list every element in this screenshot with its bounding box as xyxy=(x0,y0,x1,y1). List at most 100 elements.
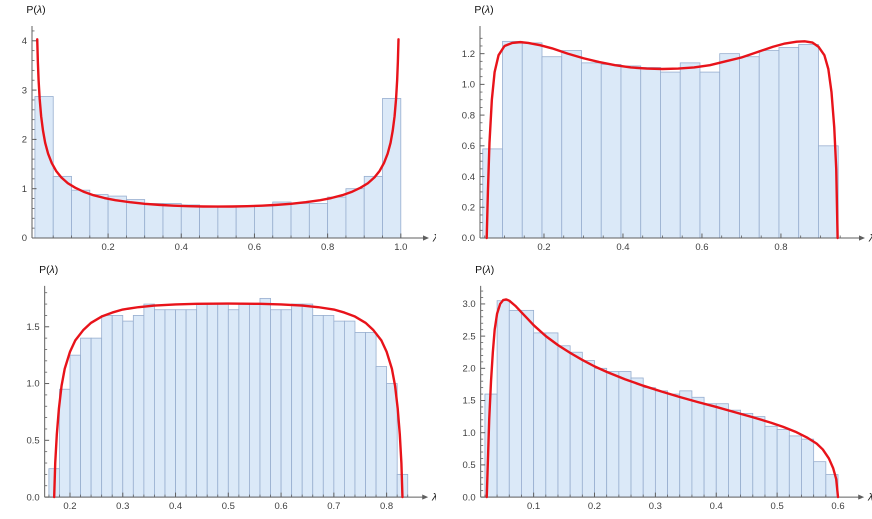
axes: 0.2 0.4 0.6 0.8 0.0 0.2 0.4 0.6 0.8 1.0 1.2 xyxy=(462,26,865,253)
histogram-bar xyxy=(144,203,164,239)
histogram-bar xyxy=(715,403,729,498)
histogram-bar xyxy=(703,403,717,498)
x-axis-arrowhead-icon xyxy=(422,494,429,500)
histogram-bar xyxy=(345,188,365,239)
y-axis-label: P(λ) xyxy=(475,265,494,276)
y-axis-label: P(λ) xyxy=(39,265,58,276)
x-axis-label: λ xyxy=(867,493,872,504)
x-axis-label: λ xyxy=(431,493,436,504)
x-tick-label: 0.2 xyxy=(537,242,550,253)
histogram-bar xyxy=(365,332,377,498)
histogram-bar xyxy=(125,199,146,239)
histogram-bar xyxy=(301,303,314,498)
x-tick-label: 0.2 xyxy=(588,501,601,512)
histogram-bar xyxy=(813,461,827,498)
histogram-bar xyxy=(249,303,261,498)
histogram-bar xyxy=(238,303,250,498)
y-tick-label: 0.5 xyxy=(463,460,476,471)
histogram-bar xyxy=(162,203,182,239)
histogram-bar xyxy=(581,62,602,239)
histogram-bar xyxy=(606,371,620,498)
y-tick-label: 1.0 xyxy=(463,428,476,439)
histogram-bar xyxy=(654,390,668,498)
x-tick-label: 0.6 xyxy=(275,501,288,512)
x-tick-label: 0.5 xyxy=(222,501,235,512)
histogram-bar xyxy=(545,332,559,498)
x-tick-label: 0.4 xyxy=(169,501,182,512)
histogram-bar xyxy=(788,435,802,498)
histogram-plot-bottom-right: 0.1 0.2 0.3 0.4 0.5 0.6 0.0 0.5 1.0 1.5 2.0 2.5 3.0 P… xyxy=(463,265,872,512)
histogram-bar xyxy=(254,205,274,239)
y-tick-label: 0.5 xyxy=(27,436,40,447)
histogram-bar xyxy=(291,303,303,498)
histogram-bar xyxy=(581,360,595,498)
histogram-bar xyxy=(111,315,124,498)
histogram-bar xyxy=(699,71,721,239)
histogram-bars xyxy=(48,297,409,498)
y-tick-label: 1.2 xyxy=(462,49,475,60)
histogram-plot-top-right: 0.2 0.4 0.6 0.8 0.0 0.2 0.4 0.6 0.8 1.0 1.2 P(λ) λ xyxy=(462,4,872,253)
panel-top-left: 0.2 0.4 0.6 0.8 1.0 0 1 2 3 4 P(λ) λ xyxy=(0,0,436,260)
x-tick-label: 1.0 xyxy=(394,242,407,253)
histogram-bar xyxy=(640,67,661,239)
x-tick-label: 0.6 xyxy=(831,501,844,512)
histogram-bar xyxy=(752,416,766,498)
histogram-bar xyxy=(533,332,547,498)
y-tick-label: 1.0 xyxy=(462,80,475,91)
histogram-bar xyxy=(154,309,166,498)
x-axis-label: λ xyxy=(868,233,872,245)
histogram-bar xyxy=(496,300,510,498)
y-tick-label: 0.2 xyxy=(462,202,475,213)
histogram-bar xyxy=(52,175,72,239)
x-tick-label: 0.3 xyxy=(649,501,662,512)
histogram-bar xyxy=(679,390,693,498)
histogram-bars xyxy=(34,96,402,239)
histogram-bar xyxy=(235,205,255,239)
x-tick-label: 0.6 xyxy=(248,242,261,253)
histogram-bar xyxy=(561,50,582,239)
histogram-bar xyxy=(206,303,219,498)
x-axis-arrowhead-icon xyxy=(423,235,429,241)
y-tick-label: 0.4 xyxy=(462,172,475,183)
histogram-bar xyxy=(600,64,622,239)
x-tick-label: 0.4 xyxy=(616,242,629,253)
histogram-bar xyxy=(333,320,345,498)
histogram-bar xyxy=(778,47,800,239)
x-tick-label: 0.1 xyxy=(527,501,540,512)
axes: 0.2 0.4 0.6 0.8 1.0 0 1 2 3 4 xyxy=(22,26,429,253)
histogram-bar xyxy=(382,98,402,239)
histogram-bar xyxy=(71,189,91,239)
axes: 0.2 0.3 0.4 0.5 0.6 0.7 0.8 0.0 0.5 1.0 1.5 xyxy=(27,285,429,512)
x-axis-arrowhead-icon xyxy=(859,235,865,241)
x-axis-label: λ xyxy=(432,233,436,245)
histogram-bar xyxy=(776,429,790,498)
x-tick-label: 0.8 xyxy=(774,242,787,253)
y-tick-label: 0.8 xyxy=(462,110,475,121)
x-tick-label: 0.2 xyxy=(63,501,76,512)
histogram-bar xyxy=(594,367,608,498)
x-tick-label: 0.2 xyxy=(101,242,114,253)
histogram-bar xyxy=(270,309,282,498)
x-tick-label: 0.3 xyxy=(116,501,129,512)
y-axis-label: P(λ) xyxy=(26,4,45,16)
histogram-bar xyxy=(541,56,563,239)
y-tick-label: 4 xyxy=(22,36,27,47)
histogram-bar xyxy=(280,309,293,498)
x-tick-label: 0.7 xyxy=(327,501,340,512)
axes: 0.1 0.2 0.3 0.4 0.5 0.6 0.0 0.5 1.0 1.5 2.0 2.5 3.0 xyxy=(463,285,865,512)
histogram-bar xyxy=(272,201,292,239)
panel-bottom-left: 0.2 0.3 0.4 0.5 0.6 0.7 0.8 0.0 0.5 1.0 1.5 P(λ) λ xyxy=(0,260,436,519)
histogram-bar xyxy=(69,354,81,498)
histogram-bar xyxy=(199,205,219,239)
y-tick-label: 2.5 xyxy=(463,331,476,342)
histogram-bar xyxy=(569,351,583,498)
y-tick-label: 0.0 xyxy=(462,233,475,244)
y-tick-label: 0.6 xyxy=(462,141,475,152)
histogram-bar xyxy=(180,204,200,239)
histogram-bar xyxy=(691,396,705,498)
histogram-bar xyxy=(620,65,642,239)
histogram-bar xyxy=(227,309,240,498)
density-curve xyxy=(485,298,840,499)
histogram-bar xyxy=(354,332,366,498)
density-curve xyxy=(52,302,404,499)
